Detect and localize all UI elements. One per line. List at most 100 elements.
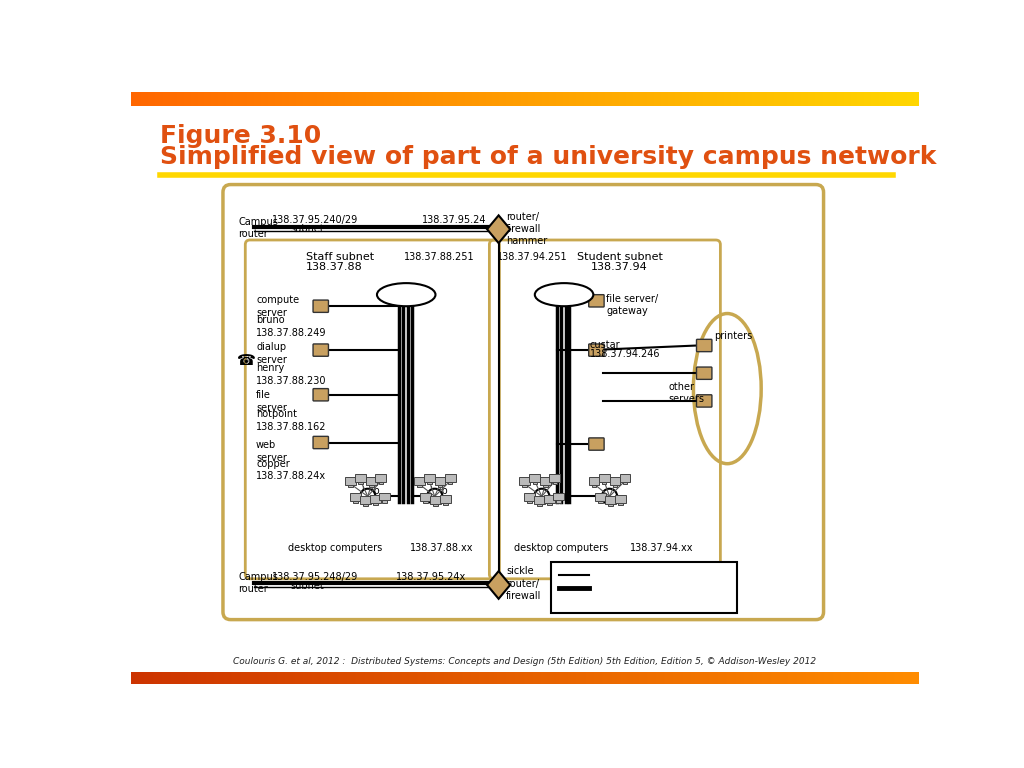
FancyBboxPatch shape [313, 389, 329, 401]
Text: compute
server: compute server [256, 296, 299, 318]
FancyBboxPatch shape [414, 477, 425, 485]
FancyBboxPatch shape [553, 492, 564, 500]
FancyBboxPatch shape [313, 436, 329, 449]
FancyBboxPatch shape [614, 495, 626, 502]
Text: 138.37.95.24x: 138.37.95.24x [396, 572, 467, 582]
FancyBboxPatch shape [617, 502, 623, 505]
FancyBboxPatch shape [541, 477, 551, 485]
FancyBboxPatch shape [417, 485, 422, 487]
FancyBboxPatch shape [538, 504, 542, 506]
FancyBboxPatch shape [358, 482, 364, 484]
FancyBboxPatch shape [547, 502, 552, 505]
Text: henry
138.37.88.230: henry 138.37.88.230 [256, 363, 327, 386]
FancyBboxPatch shape [444, 474, 456, 482]
FancyBboxPatch shape [556, 500, 561, 502]
Ellipse shape [427, 488, 442, 504]
FancyBboxPatch shape [424, 474, 435, 482]
Text: Eswitch: Eswitch [547, 290, 585, 300]
FancyBboxPatch shape [550, 474, 560, 482]
FancyBboxPatch shape [435, 477, 445, 485]
FancyBboxPatch shape [612, 485, 617, 487]
FancyBboxPatch shape [589, 438, 604, 450]
Text: 138.37.94.xx: 138.37.94.xx [630, 543, 693, 553]
FancyBboxPatch shape [696, 339, 712, 352]
Text: file
server: file server [256, 390, 287, 412]
FancyBboxPatch shape [529, 474, 541, 482]
FancyBboxPatch shape [544, 485, 548, 487]
Text: desktop computers: desktop computers [289, 543, 383, 553]
FancyBboxPatch shape [592, 485, 596, 487]
Text: file server/
gateway: file server/ gateway [606, 294, 658, 316]
FancyBboxPatch shape [609, 477, 621, 485]
Text: hotpoint
138.37.88.162: hotpoint 138.37.88.162 [256, 409, 327, 432]
FancyBboxPatch shape [430, 496, 441, 504]
Text: Campus
router: Campus router [239, 217, 279, 240]
FancyBboxPatch shape [355, 474, 367, 482]
FancyBboxPatch shape [370, 495, 381, 502]
Text: 138.37.95.24: 138.37.95.24 [422, 215, 486, 225]
FancyBboxPatch shape [370, 485, 374, 487]
Polygon shape [487, 571, 510, 599]
Text: 138.37.94.246: 138.37.94.246 [590, 349, 660, 359]
FancyBboxPatch shape [595, 493, 605, 501]
FancyBboxPatch shape [598, 501, 602, 503]
FancyBboxPatch shape [353, 501, 357, 503]
FancyBboxPatch shape [696, 395, 712, 407]
Text: 138.37.95.248/29: 138.37.95.248/29 [271, 572, 357, 582]
FancyBboxPatch shape [379, 492, 390, 500]
Text: 100 Mbps Ethernet: 100 Mbps Ethernet [594, 571, 693, 581]
Text: Staff subnet: Staff subnet [306, 253, 374, 263]
FancyBboxPatch shape [602, 482, 606, 484]
FancyBboxPatch shape [519, 477, 530, 485]
FancyBboxPatch shape [438, 485, 442, 487]
FancyBboxPatch shape [313, 344, 329, 356]
Text: 1000 Mbps Ethernet: 1000 Mbps Ethernet [594, 584, 699, 594]
Text: Eswitch: Eswitch [389, 290, 427, 300]
Text: Figure 3.10: Figure 3.10 [160, 124, 322, 148]
Text: router/
firewall
hammer: router/ firewall hammer [506, 211, 548, 247]
Text: 138.37.88: 138.37.88 [306, 262, 362, 272]
FancyBboxPatch shape [535, 496, 545, 504]
Text: ☎: ☎ [237, 353, 256, 368]
FancyBboxPatch shape [313, 300, 329, 313]
FancyBboxPatch shape [696, 367, 712, 379]
Text: dialup
server: dialup server [256, 343, 287, 365]
FancyBboxPatch shape [544, 495, 555, 502]
Text: copper
138.37.88.24x: copper 138.37.88.24x [256, 458, 327, 481]
Text: custar: custar [590, 340, 621, 350]
Ellipse shape [360, 488, 376, 504]
Text: Coulouris G. et al, 2012 :  Distributed Systems: Concepts and Design (5th Editio: Coulouris G. et al, 2012 : Distributed S… [233, 657, 816, 667]
FancyBboxPatch shape [553, 482, 557, 484]
FancyBboxPatch shape [589, 477, 599, 485]
Text: Simplified view of part of a university campus network: Simplified view of part of a university … [160, 144, 936, 168]
FancyBboxPatch shape [423, 501, 428, 503]
FancyBboxPatch shape [376, 474, 386, 482]
FancyBboxPatch shape [373, 502, 378, 505]
FancyBboxPatch shape [447, 482, 453, 484]
FancyBboxPatch shape [527, 501, 531, 503]
FancyBboxPatch shape [605, 496, 615, 504]
FancyBboxPatch shape [620, 474, 631, 482]
Text: 138.37.88.251: 138.37.88.251 [403, 253, 474, 263]
FancyBboxPatch shape [443, 502, 447, 505]
Text: hub: hub [429, 486, 449, 496]
FancyBboxPatch shape [379, 482, 383, 484]
Ellipse shape [535, 283, 593, 306]
Text: 138.37.94.251: 138.37.94.251 [497, 253, 567, 263]
Text: Student subnet: Student subnet [578, 253, 663, 263]
FancyBboxPatch shape [551, 562, 737, 613]
FancyBboxPatch shape [589, 295, 604, 307]
Text: Campus
router: Campus router [239, 572, 279, 594]
Text: web
server: web server [256, 440, 287, 462]
Text: subnet: subnet [291, 581, 325, 591]
Text: sickle
router/
firewall: sickle router/ firewall [506, 567, 542, 601]
FancyBboxPatch shape [382, 500, 387, 502]
FancyBboxPatch shape [599, 474, 609, 482]
Text: 138.37.94: 138.37.94 [591, 262, 648, 272]
Text: bruno
138.37.88.249: bruno 138.37.88.249 [256, 316, 327, 338]
FancyBboxPatch shape [433, 504, 438, 506]
Ellipse shape [602, 488, 617, 504]
FancyBboxPatch shape [623, 482, 628, 484]
Ellipse shape [535, 488, 550, 504]
Text: printers: printers [714, 331, 753, 341]
